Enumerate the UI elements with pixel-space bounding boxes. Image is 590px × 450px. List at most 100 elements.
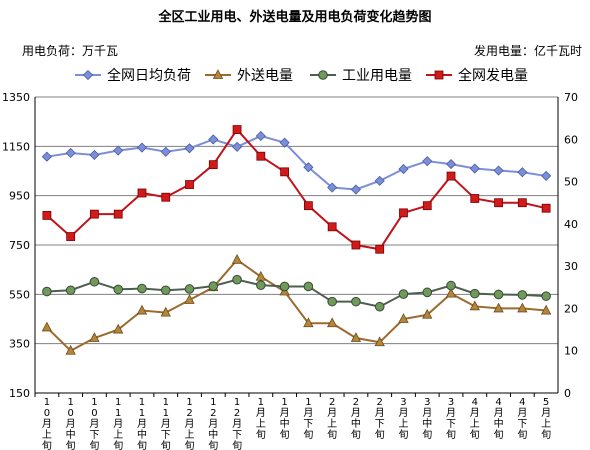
data-point <box>90 209 99 219</box>
x-tick-label: 4 月下旬 <box>517 397 527 441</box>
x-tick-label: 1 0 月中旬 <box>66 397 76 450</box>
data-point <box>208 281 219 291</box>
data-point <box>517 302 528 313</box>
data-point <box>422 156 433 167</box>
legend-label: 外送电量 <box>237 68 293 84</box>
data-point <box>185 180 194 189</box>
data-point <box>41 321 53 332</box>
data-point <box>113 145 124 156</box>
x-tick-label: 3 月上旬 <box>398 397 408 441</box>
data-point <box>350 332 362 342</box>
right-tick-label: 0 <box>564 387 571 400</box>
data-point <box>184 294 195 304</box>
data-point <box>374 301 385 312</box>
data-point <box>65 285 76 296</box>
x-tick-label: 4 月中旬 <box>494 397 504 441</box>
data-point <box>232 125 242 134</box>
data-point <box>493 302 504 313</box>
data-point <box>398 313 409 323</box>
left-tick-label: 1150 <box>2 140 30 153</box>
data-point <box>446 171 456 181</box>
data-point <box>136 142 148 153</box>
left-tick-label: 1350 <box>2 91 30 104</box>
legend-label: 全网日均负荷 <box>107 67 191 84</box>
data-point <box>160 306 171 317</box>
data-point <box>184 143 195 154</box>
data-point <box>66 232 76 241</box>
data-point <box>208 160 218 170</box>
data-point <box>493 165 504 176</box>
data-point <box>160 146 171 157</box>
data-point <box>303 317 314 328</box>
data-point <box>469 163 480 174</box>
data-point <box>256 280 266 290</box>
x-tick-label: 1 月上旬 <box>256 397 266 441</box>
x-tick-label: 3 月下旬 <box>446 397 456 441</box>
data-point <box>255 270 267 281</box>
x-tick-label: 4 月上旬 <box>470 397 480 441</box>
x-tick-label: 1 0 月上旬 <box>42 397 52 450</box>
data-point <box>89 276 100 287</box>
data-point <box>212 69 224 79</box>
x-tick-label: 1 2 月中旬 <box>208 397 218 450</box>
data-point <box>541 291 551 301</box>
data-point <box>184 284 195 294</box>
data-point <box>279 281 290 292</box>
data-point <box>113 209 123 219</box>
data-point <box>327 182 338 193</box>
left-axis-unit: 用电负荷：万千瓦 <box>22 44 119 58</box>
left-tick-label: 750 <box>9 239 30 252</box>
data-point <box>231 253 243 264</box>
data-point <box>65 147 76 159</box>
data-point <box>318 70 328 80</box>
series-line <box>46 134 547 191</box>
data-point <box>399 208 408 218</box>
data-point <box>326 317 338 328</box>
data-point <box>89 149 100 161</box>
legend-label: 全网发电量 <box>458 67 528 84</box>
left-tick-label: 950 <box>9 190 30 203</box>
x-tick-label: 1 2 月下旬 <box>232 397 242 450</box>
data-point <box>255 130 266 142</box>
data-point <box>434 70 444 80</box>
data-point <box>398 289 409 299</box>
data-point <box>517 198 527 208</box>
data-point <box>327 296 337 307</box>
data-point <box>517 167 528 178</box>
right-axis-unit: 发用电量：亿千瓦时 <box>473 44 582 58</box>
data-point <box>494 198 503 208</box>
data-point <box>422 201 432 211</box>
x-tick-label: 1 0 月下旬 <box>89 397 99 450</box>
right-tick-label: 40 <box>564 218 578 231</box>
data-point <box>469 300 480 311</box>
data-point <box>82 69 94 81</box>
data-point <box>422 287 433 298</box>
x-tick-label: 2 月下旬 <box>375 397 385 441</box>
right-tick-label: 20 <box>564 302 578 315</box>
series-line <box>46 258 547 352</box>
series-0 <box>41 130 552 195</box>
data-point <box>445 159 457 170</box>
data-point <box>493 289 504 300</box>
data-point <box>256 151 266 161</box>
right-tick-label: 30 <box>564 260 578 273</box>
series-line <box>46 127 547 251</box>
data-point <box>446 280 456 291</box>
data-point <box>89 332 100 342</box>
legend-item: 工业用电量 <box>310 68 412 84</box>
data-point <box>42 210 52 220</box>
data-point <box>374 336 385 347</box>
data-point <box>232 274 242 285</box>
data-point <box>137 283 147 294</box>
series-3 <box>42 125 551 254</box>
series-2 <box>42 274 551 312</box>
data-point <box>42 286 52 297</box>
data-point <box>113 284 124 295</box>
data-point <box>470 194 480 203</box>
data-point <box>208 134 219 145</box>
x-tick-label: 1 1 月中旬 <box>137 397 147 450</box>
data-point <box>541 203 551 213</box>
data-point <box>374 175 385 186</box>
data-point <box>303 162 314 173</box>
